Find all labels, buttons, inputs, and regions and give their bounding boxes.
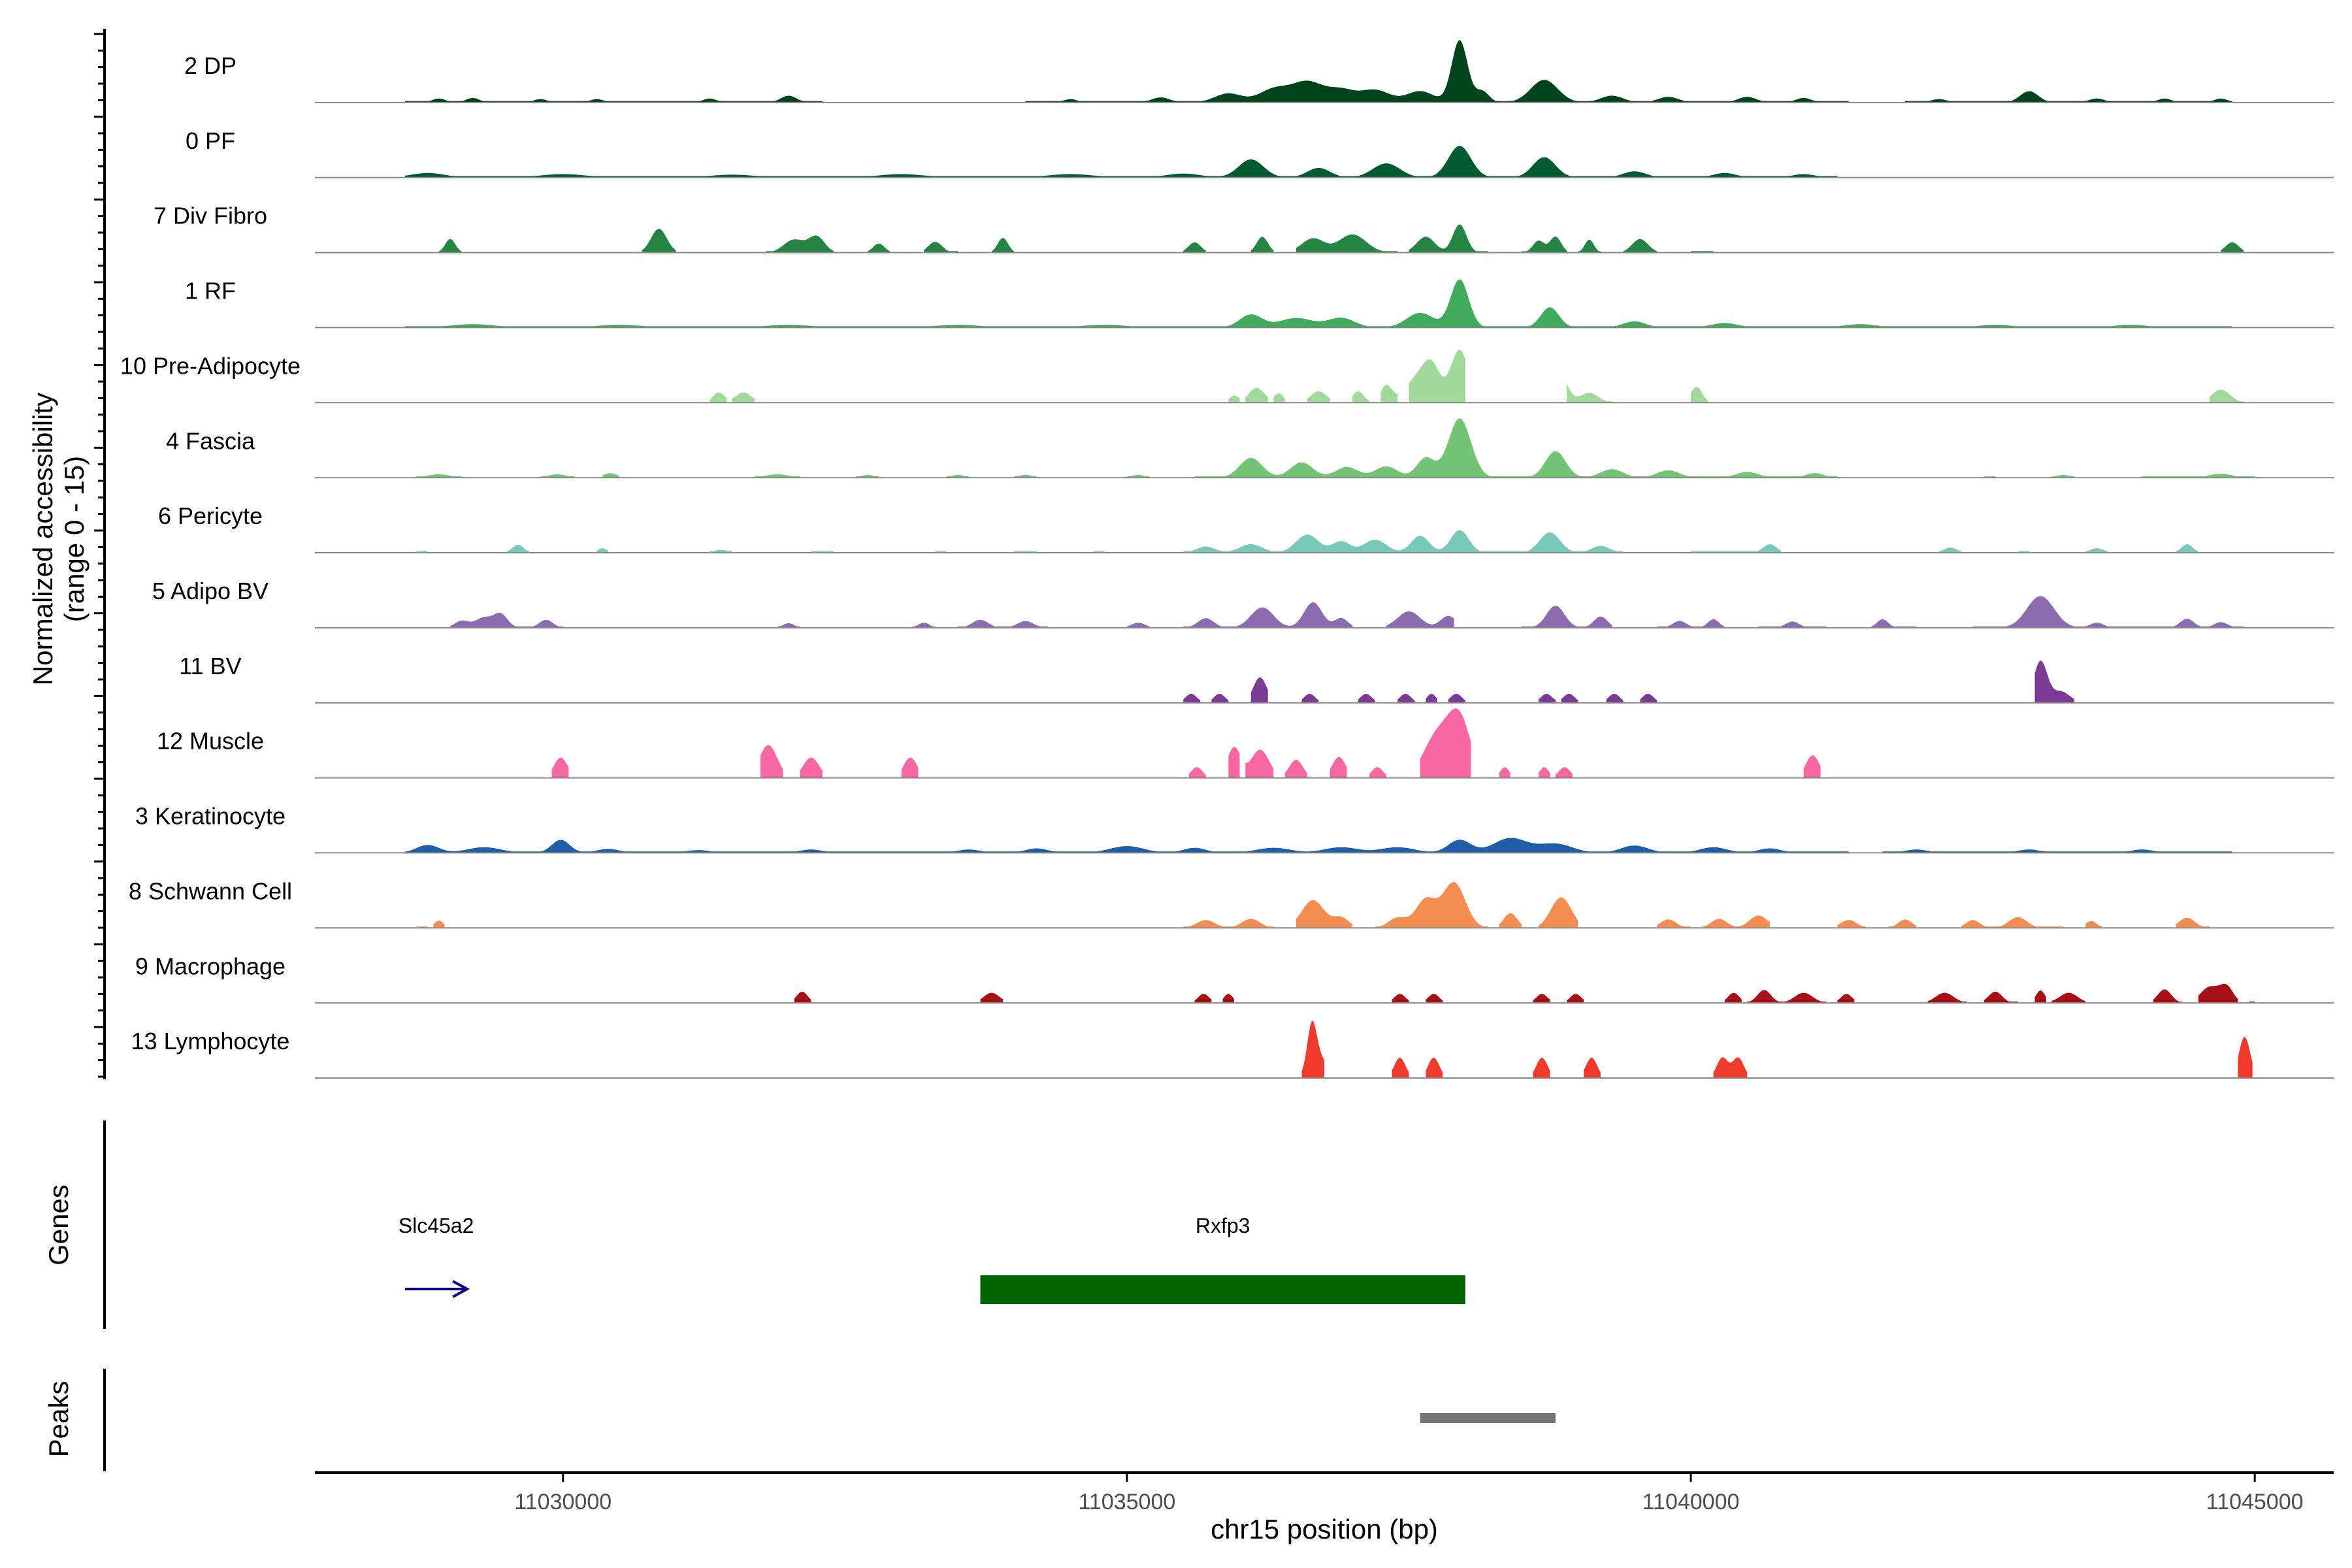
track-label: 5 Adipo BV: [152, 578, 269, 604]
x-axis-label: chr15 position (bp): [1211, 1514, 1438, 1544]
track-label: 11 BV: [179, 653, 241, 679]
x-tick-label: 11035000: [1079, 1490, 1176, 1514]
track-6-pericyte: 6 Pericyte: [158, 502, 2334, 553]
track-label: 10 Pre-Adipocyte: [120, 352, 301, 379]
coverage-y-axis-ticks: [94, 33, 105, 1078]
gene-body-rxfp3: [980, 1275, 1465, 1304]
track-13-lymphocyte: 13 Lymphocyte: [131, 1021, 2334, 1079]
genes-track: Slc45a2 Rxfp3: [399, 1214, 1465, 1304]
coverage-area: [405, 146, 1838, 178]
track-1-rf: 1 RF: [185, 278, 2334, 329]
coverage-area: [438, 224, 2244, 253]
track-label: 7 Div Fibro: [154, 203, 267, 229]
coverage-area: [416, 882, 2210, 928]
x-tick-label: 11030000: [514, 1490, 612, 1514]
track-label: 6 Pericyte: [158, 502, 263, 529]
coverage-tracks: 2 DP 0 PF 7 Div Fibro 1 RF 10 Pre-Adipocyte 4…: [120, 40, 2334, 1079]
coverage-area: [1301, 1021, 2253, 1078]
track-0-pf: 0 PF: [186, 127, 2334, 178]
x-tick-label: 11040000: [1642, 1490, 1740, 1514]
peaks-panel-label: Peaks: [43, 1381, 74, 1458]
track-3-keratinocyte: 3 Keratinocyte: [135, 803, 2334, 854]
track-label: 2 DP: [184, 52, 237, 79]
genes-panel-label: Genes: [43, 1184, 74, 1266]
gene-label-rxfp3: Rxfp3: [1196, 1214, 1250, 1237]
peak-bar: [1420, 1413, 1556, 1423]
track-label: 3 Keratinocyte: [135, 803, 286, 830]
track-4-fascia: 4 Fascia: [166, 418, 2334, 479]
track-label: 9 Macrophage: [135, 953, 286, 979]
track-label: 1 RF: [185, 278, 236, 304]
track-12-muscle: 12 Muscle: [157, 708, 2334, 779]
x-axis-ticks: 11030000 11035000 11040000 11045000: [514, 1473, 2304, 1514]
gene-arrowhead-slc45a2: [452, 1280, 470, 1298]
track-label: 12 Muscle: [157, 728, 264, 755]
y-axis-label-line2: (range 0 - 15): [59, 456, 90, 622]
track-label: 8 Schwann Cell: [129, 877, 292, 904]
track-11-bv: 11 BV: [179, 653, 2334, 704]
track-8-schwann-cell: 8 Schwann Cell: [129, 877, 2334, 929]
x-tick-label: 11045000: [2206, 1490, 2304, 1514]
y-axis-label-line1: Normalized accessibility: [27, 393, 58, 685]
peaks-track: [1420, 1413, 1556, 1423]
coverage-area: [416, 530, 2198, 553]
track-label: 0 PF: [186, 127, 235, 154]
track-2-dp: 2 DP: [184, 40, 2334, 103]
coverage-area: [405, 838, 2232, 853]
track-7-div-fibro: 7 Div Fibro: [154, 203, 2334, 253]
gene-label-slc45a2: Slc45a2: [399, 1214, 474, 1237]
track-9-macrophage: 9 Macrophage: [135, 953, 2334, 1004]
coverage-area: [405, 40, 2232, 103]
track-label: 13 Lymphocyte: [131, 1028, 290, 1054]
track-10-pre-adipocyte: 10 Pre-Adipocyte: [120, 350, 2334, 404]
track-5-adipo-bv: 5 Adipo BV: [152, 578, 2334, 629]
track-label: 4 Fascia: [166, 427, 255, 454]
coverage-area: [450, 596, 2244, 628]
